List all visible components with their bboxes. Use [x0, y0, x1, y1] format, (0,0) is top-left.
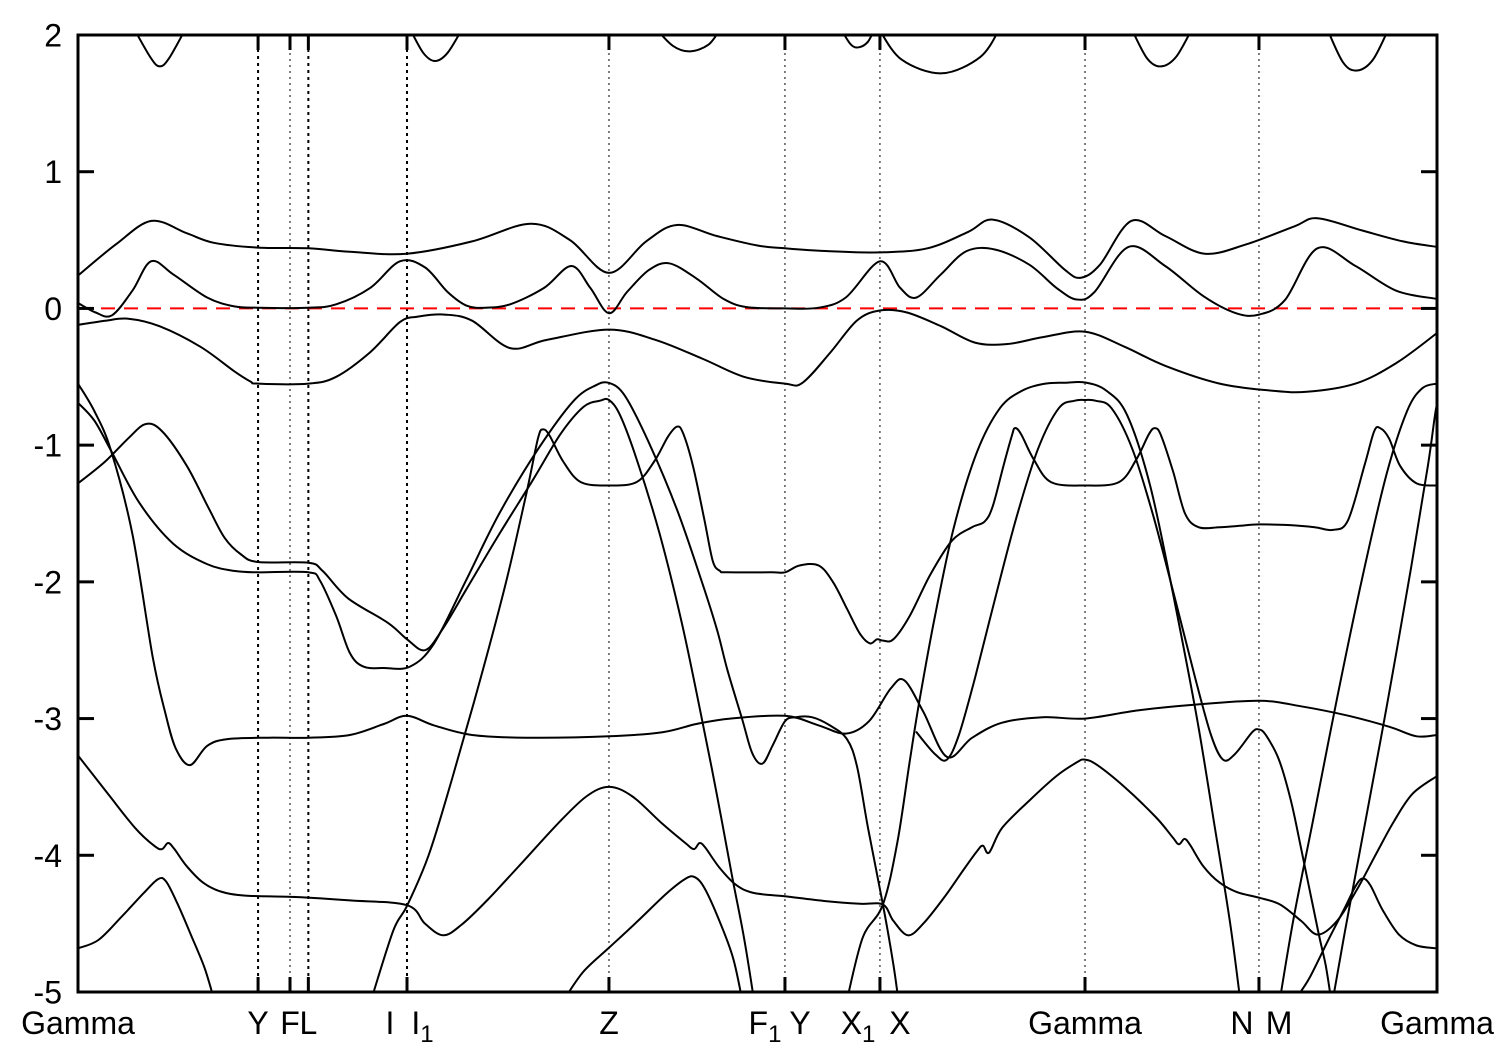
kpoint-label-z: Z [599, 1005, 619, 1041]
kpoint-label-x: X [889, 1005, 910, 1041]
y-tick-label: 2 [44, 18, 62, 54]
band-curve-band-6 [78, 397, 754, 992]
band-curve-arc-top-2 [412, 35, 460, 62]
band-curve-arc-top-7 [1328, 35, 1387, 72]
band-curve-band-9 [847, 380, 1241, 992]
y-tick-label: -3 [34, 701, 62, 737]
y-tick-label: -2 [34, 564, 62, 600]
kpoint-label-i: I [385, 1005, 394, 1041]
band-curve-band-2 [78, 245, 1437, 318]
kpoint-label-i1: I1 [411, 1005, 433, 1048]
kpoint-label-f: F [280, 1005, 300, 1041]
kpoint-label-m: M [1266, 1005, 1293, 1041]
y-tick-label: 1 [44, 154, 62, 190]
band-curve-band-11 [78, 876, 213, 992]
bands-group [78, 35, 1437, 992]
band-curve-band-15 [1299, 877, 1437, 992]
kpoint-label-x1: X1 [841, 1005, 876, 1048]
kpoint-label-gamma: Gamma [21, 1005, 135, 1041]
band-curve-arc-top-3 [660, 35, 718, 53]
band-curve-arc-top-5 [881, 35, 998, 75]
kpoint-label-l: L [299, 1005, 317, 1041]
band-curve-band-4 [78, 382, 1437, 767]
kpoint-label-y: Y [247, 1005, 268, 1041]
band-curve-band-3 [78, 308, 1437, 394]
y-tick-label: -5 [34, 975, 62, 1011]
band-curve-arc-top-6 [1133, 35, 1190, 68]
kpoint-label-n: N [1230, 1005, 1253, 1041]
band-curve-arc-top-1 [136, 35, 184, 68]
y-tick-label: 0 [44, 291, 62, 327]
band-curve-band-8 [78, 754, 1437, 937]
kpoint-label-gamma: Gamma [1028, 1005, 1142, 1041]
kpoint-label-f1: F1 [749, 1005, 782, 1048]
y-tick-label: -1 [34, 428, 62, 464]
band-curve-band-13 [1280, 382, 1437, 992]
kpoint-label-gamma: Gamma [1380, 1005, 1494, 1041]
band-curve-band-1 [78, 217, 1437, 279]
band-curve-band-7 [372, 425, 1437, 992]
band-curve-band-5 [78, 381, 899, 992]
band-curve-arc-top-4 [843, 35, 873, 49]
plot-border [76, 33, 1439, 994]
y-tick-label: -4 [34, 838, 62, 874]
kpoint-label-y: Y [789, 1005, 810, 1041]
band-curve-band-14 [1333, 403, 1437, 992]
band-curve-band-10 [915, 398, 1331, 992]
band-curve-band-12 [567, 875, 742, 992]
